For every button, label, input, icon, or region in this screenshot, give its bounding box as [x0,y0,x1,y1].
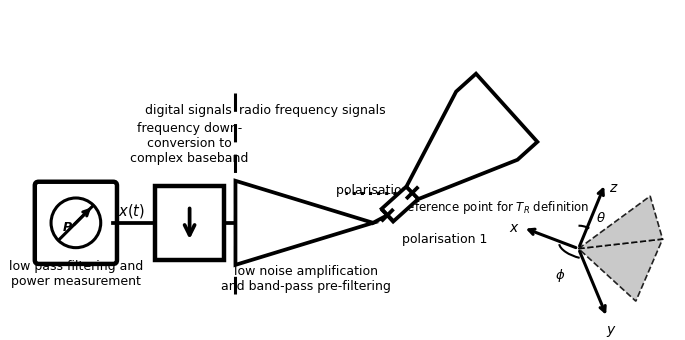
Text: polarisation 2: polarisation 2 [336,184,421,198]
Polygon shape [382,74,538,222]
Text: $\phi$: $\phi$ [555,267,565,284]
Text: reference point for $T_R$ definition: reference point for $T_R$ definition [401,199,589,216]
Text: z: z [609,182,616,195]
Polygon shape [579,196,662,249]
Text: digital signals: digital signals [145,104,232,117]
Polygon shape [579,239,662,301]
Text: low pass filtering and
power measurement: low pass filtering and power measurement [9,260,143,288]
Text: y: y [606,323,614,337]
Text: $x(t)$: $x(t)$ [118,202,145,220]
FancyBboxPatch shape [35,182,117,264]
Text: polarisation 1: polarisation 1 [401,233,487,245]
Text: low noise amplification
and band-pass pre-filtering: low noise amplification and band-pass pr… [221,265,391,293]
Bar [155,186,224,260]
Text: frequency down-
conversion to
complex baseband: frequency down- conversion to complex ba… [130,122,249,165]
Circle shape [51,198,101,248]
Text: x: x [510,221,518,235]
Text: $\theta$: $\theta$ [596,211,606,225]
Text: P: P [63,221,72,234]
Text: radio frequency signals: radio frequency signals [239,104,386,117]
Polygon shape [236,181,373,265]
